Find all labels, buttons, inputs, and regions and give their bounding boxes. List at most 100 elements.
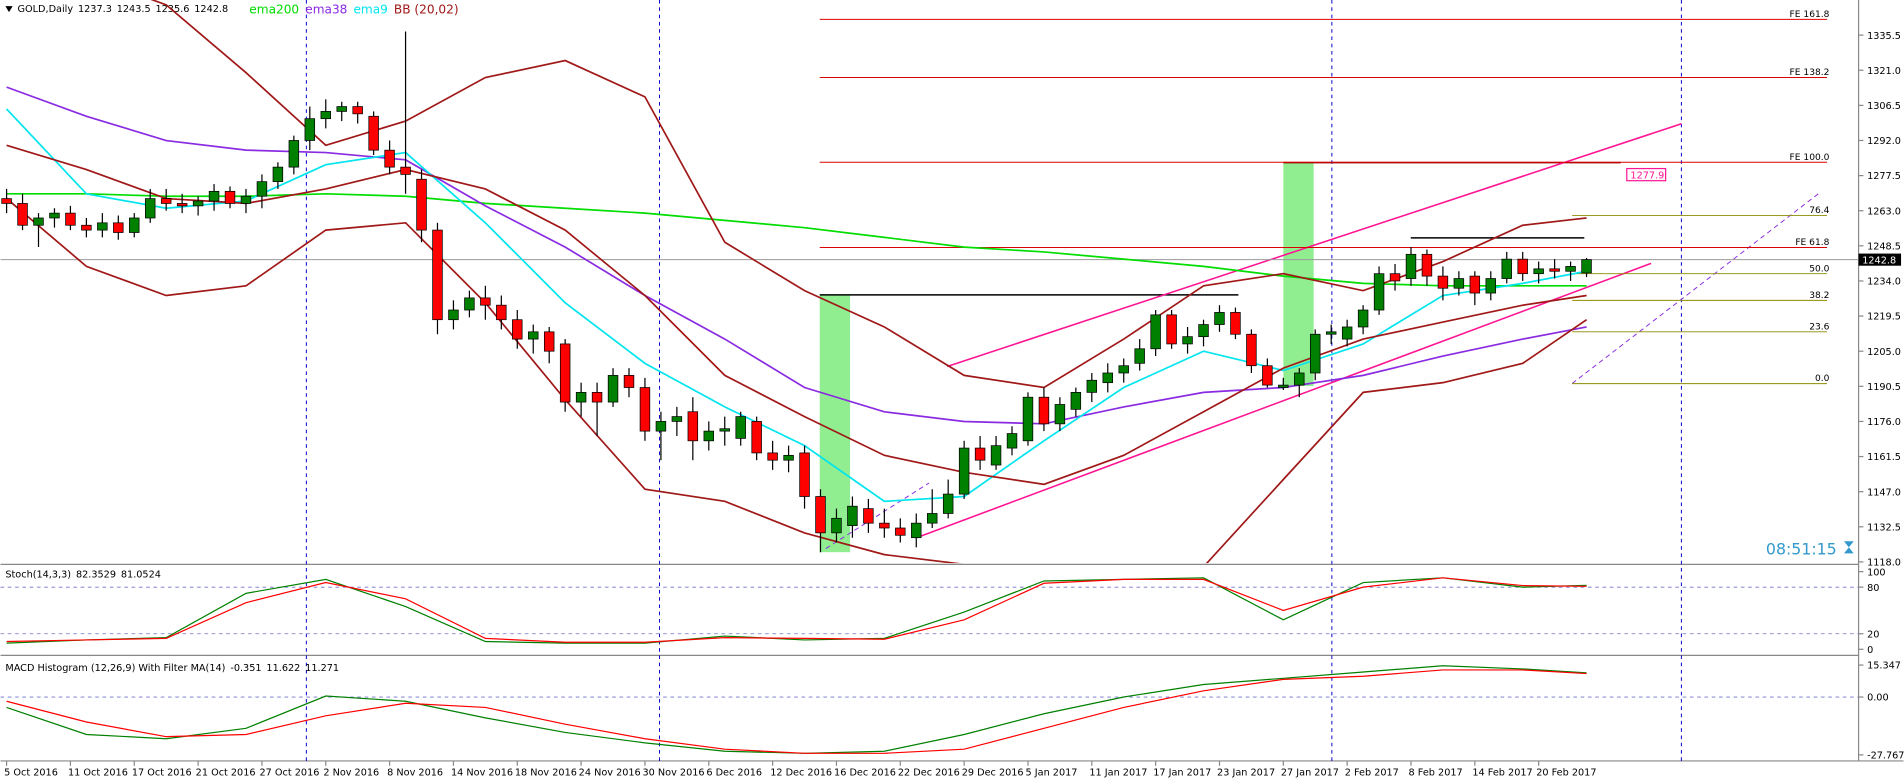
x-tick-label: 21 Oct 2016 (196, 768, 256, 779)
candle-body (192, 200, 204, 207)
candle-body (320, 111, 331, 120)
y-tick-label: 0.00 (1867, 693, 1889, 704)
x-tick-label: 14 Nov 2016 (451, 768, 513, 779)
x-tick-label: 17 Oct 2016 (132, 768, 192, 779)
candle-body (831, 517, 842, 534)
y-tick-label: 1190.5 (1867, 382, 1901, 393)
marker-tag-label: 1277.9 (1630, 170, 1664, 181)
series-lines (6, 577, 1587, 644)
x-tick-label: 2 Nov 2016 (323, 768, 379, 779)
x-tick-label: 17 Jan 2017 (1153, 768, 1211, 779)
candle-body (559, 343, 571, 403)
candle-body (607, 375, 619, 403)
fib-label: 50.0 (1809, 264, 1829, 274)
candle-body (1389, 273, 1401, 282)
y-tick-label: 1306.5 (1867, 101, 1901, 112)
candle-body (512, 319, 523, 340)
series-lines (6, 665, 1587, 754)
candle-body (1373, 273, 1385, 311)
candle-body (1, 198, 12, 204)
candle-body (719, 428, 730, 432)
header-value: 81.0524 (121, 570, 161, 581)
candle-body (384, 149, 395, 168)
candle-body (97, 222, 108, 231)
candle-body (1102, 372, 1113, 384)
candle-body (671, 416, 683, 422)
candle-body (1214, 312, 1225, 325)
header-value: -0.351 (230, 663, 261, 674)
pane-header: Stoch(14,3,3) 82.3529 81.0524 (5, 570, 161, 581)
price-tag (1858, 253, 1902, 266)
candle-body (81, 224, 92, 231)
x-tick-label: 11 Jan 2017 (1089, 768, 1147, 779)
candle-body (926, 513, 938, 524)
y-tick-label: 1219.5 (1867, 312, 1901, 323)
fib-label: FE 61.8 (1795, 238, 1829, 248)
candle-body (256, 181, 268, 197)
candle-body (911, 522, 922, 539)
series-line (6, 577, 1587, 643)
candle-body (591, 392, 603, 403)
indicator-line (6, 197, 1588, 564)
candles (1, 31, 1592, 553)
y-tick-label: 1147.0 (1867, 487, 1901, 498)
candle-body (990, 445, 1002, 466)
candle-body (1469, 275, 1481, 294)
x-tick-label: 23 Jan 2017 (1217, 768, 1275, 779)
y-tick-label: 1161.5 (1867, 452, 1901, 463)
candle-body (1006, 433, 1018, 449)
candle-body (1565, 266, 1576, 272)
candle-body (448, 309, 459, 321)
candle-body (639, 387, 651, 432)
candle-body (655, 421, 667, 432)
candle-body (129, 217, 140, 233)
header-value: 1237.3 (78, 4, 112, 15)
indicator-line (6, 192, 1587, 287)
candle-body (1485, 278, 1497, 294)
pane-title: GOLD,Daily (18, 4, 74, 15)
candle-body (543, 331, 555, 352)
channel-line (946, 123, 1682, 368)
indicator-line (150, 0, 1587, 389)
candle-body (432, 229, 443, 321)
candle-body (304, 118, 316, 141)
candle-body (799, 452, 810, 497)
candle-body (240, 195, 252, 204)
candle-body (1501, 258, 1512, 279)
indicator-name: ema9 (353, 2, 387, 16)
y-tick-label: 0 (1867, 645, 1873, 656)
candle-body (1278, 384, 1289, 388)
x-tick-label: 18 Nov 2016 (515, 768, 577, 779)
indicators (5, 0, 1588, 564)
x-tick-label: 27 Jan 2017 (1281, 768, 1339, 779)
pane-header: GOLD,Daily 1237.3 1243.5 1235.6 1242.8 (18, 4, 229, 15)
menu-triangle (5, 6, 13, 13)
x-tick-label: 27 Oct 2016 (260, 768, 320, 779)
candle-body (368, 115, 379, 151)
fib-label: 76.4 (1809, 206, 1829, 216)
candle-body (17, 203, 28, 226)
candle-body (113, 222, 124, 233)
candle-body (224, 190, 236, 204)
candle-body (160, 198, 172, 204)
candle-body (1022, 396, 1034, 442)
candle-body (1246, 333, 1257, 367)
candle-body (1325, 331, 1337, 335)
x-tick-label: 6 Dec 2016 (706, 768, 762, 779)
candle-body (974, 447, 986, 461)
fib-label: 23.6 (1809, 322, 1829, 332)
indicator-line (6, 86, 1587, 425)
candle-body (400, 166, 411, 175)
x-tick-label: 8 Feb 2017 (1409, 768, 1463, 779)
x-tick-label: 20 Feb 2017 (1536, 768, 1596, 779)
candle-body (352, 106, 363, 115)
x-tick-label: 30 Nov 2016 (643, 768, 705, 779)
fib-label: 38.2 (1809, 291, 1829, 301)
candle-body (879, 522, 890, 529)
drawings (819, 123, 1822, 553)
candle-body (416, 178, 427, 231)
fib-label: FE 100.0 (1790, 153, 1830, 163)
indicator-line (6, 144, 1587, 486)
